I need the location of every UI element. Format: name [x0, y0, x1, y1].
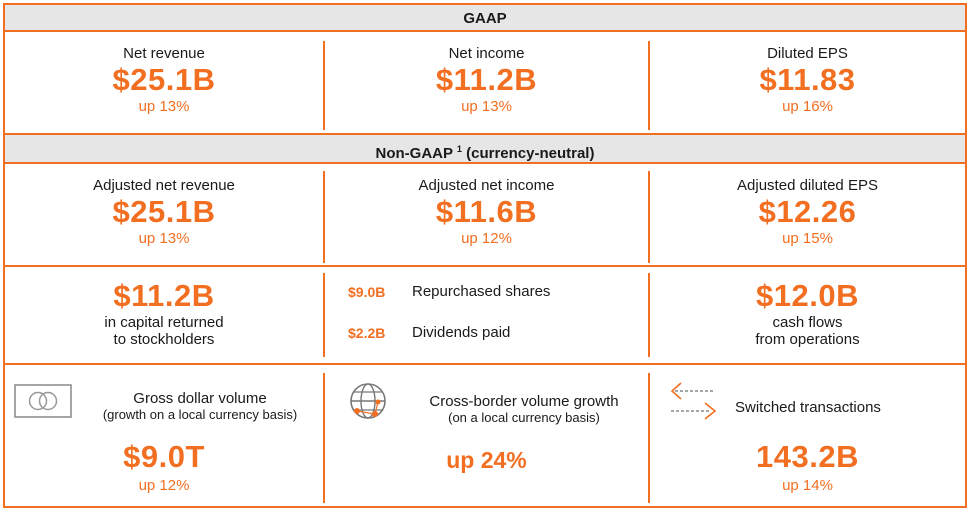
cash-flows: $12.0B cash flows from operations: [650, 278, 965, 348]
divider: [648, 273, 650, 357]
capital-returned-label: to stockholders: [113, 331, 215, 348]
divider: [323, 41, 325, 130]
footnote-marker: 1: [456, 144, 462, 154]
gaap-header: GAAP: [5, 5, 965, 32]
metric-label: Adjusted net revenue: [93, 177, 235, 194]
divider: [323, 171, 325, 263]
gaap-net-income: Net income $11.2B up 13%: [325, 45, 648, 115]
cash-flows-label: cash flows: [772, 314, 843, 331]
divider: [5, 363, 965, 365]
gaap-net-revenue: Net revenue $25.1B up 13%: [5, 45, 323, 115]
gaap-diluted-eps: Diluted EPS $11.83 up 16%: [650, 45, 965, 115]
metric-change: up 12%: [461, 230, 512, 247]
dividends-label: Dividends paid: [412, 324, 511, 341]
metric-value: $11.2B: [435, 62, 538, 97]
repurchase-label: Repurchased shares: [412, 283, 551, 300]
divider: [323, 273, 325, 357]
volume-change: up 14%: [782, 477, 833, 494]
metric-value: $25.1B: [112, 194, 216, 229]
gross-dollar-volume: Gross dollar volume (growth on a local c…: [75, 390, 325, 422]
cash-flows-value: $12.0B: [756, 278, 859, 313]
metric-label: Net income: [448, 45, 525, 62]
volume-value: 143.2B: [756, 439, 859, 474]
divider: [323, 373, 325, 503]
switched-transactions-title: Switched transactions: [735, 399, 881, 416]
metric-change: up 13%: [461, 98, 512, 115]
non-gaap-header-suffix: (currency-neutral): [466, 145, 595, 162]
cash-flows-label: from operations: [755, 331, 860, 348]
metric-change: up 15%: [782, 230, 833, 247]
adjusted-net-income: Adjusted net income $11.6B up 12%: [325, 177, 648, 247]
non-gaap-header-text: Non-GAAP: [375, 145, 453, 162]
metric-value: $11.83: [759, 62, 856, 97]
metric-change: up 13%: [138, 230, 190, 247]
volume-subtitle: (growth on a local currency basis): [102, 407, 298, 422]
cross-border-volume-value: up 24%: [325, 447, 648, 474]
adjusted-net-revenue: Adjusted net revenue $25.1B up 13%: [5, 177, 323, 247]
metric-change: up 16%: [782, 98, 833, 115]
metric-label: Diluted EPS: [767, 45, 848, 62]
divider: [5, 265, 965, 267]
metric-label: Adjusted net income: [418, 177, 555, 194]
metric-label: Adjusted diluted EPS: [737, 177, 878, 194]
volume-value: $9.0T: [123, 439, 205, 474]
divider: [648, 41, 650, 130]
non-gaap-header: Non-GAAP 1 (currency-neutral): [5, 135, 965, 164]
results-panel: GAAP Net revenue $25.1B up 13% Net incom…: [3, 3, 967, 508]
divider: [5, 133, 965, 135]
metric-label: Net revenue: [123, 45, 205, 62]
switch-arrows-icon: [670, 382, 717, 420]
repurchase-amount: $9.0B: [348, 284, 386, 300]
metric-value: $25.1B: [112, 62, 216, 97]
gross-dollar-volume-value: $9.0T up 12%: [5, 439, 323, 494]
adjusted-diluted-eps: Adjusted diluted EPS $12.26 up 15%: [650, 177, 965, 247]
capital-returned: $11.2B in capital returned to stockholde…: [5, 278, 323, 348]
volume-title: Gross dollar volume: [133, 390, 267, 407]
volume-subtitle: (on a local currency basis): [448, 410, 600, 425]
volume-title: Cross-border volume growth: [429, 393, 619, 410]
cross-border-volume: Cross-border volume growth (on a local c…: [400, 393, 648, 425]
volume-change: up 12%: [138, 477, 190, 494]
metric-change: up 13%: [138, 98, 190, 115]
capital-returned-value: $11.2B: [113, 278, 215, 313]
capital-returned-label: in capital returned: [104, 314, 224, 331]
divider: [648, 373, 650, 503]
gaap-header-text: GAAP: [463, 10, 507, 27]
metric-value: $11.6B: [435, 194, 538, 229]
card-icon: [14, 384, 72, 418]
volume-value: up 24%: [446, 447, 527, 473]
globe-icon: [350, 383, 386, 419]
switched-transactions-value: 143.2B up 14%: [650, 439, 965, 494]
dividends-amount: $2.2B: [348, 325, 386, 341]
metric-value: $12.26: [758, 194, 857, 229]
divider: [648, 171, 650, 263]
